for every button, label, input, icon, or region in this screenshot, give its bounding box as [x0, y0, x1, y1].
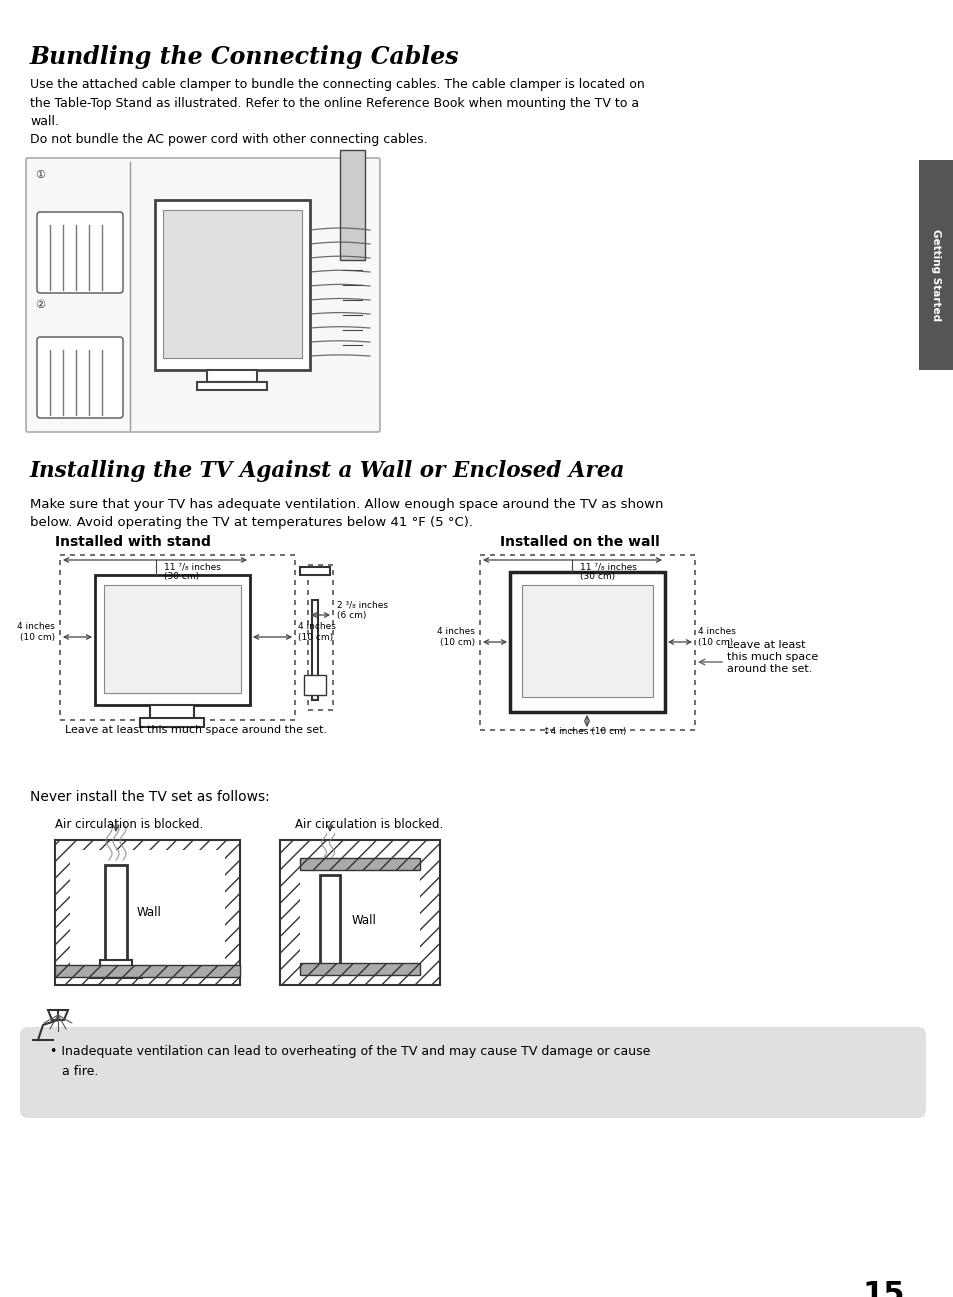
- Text: 4 inches
(10 cm): 4 inches (10 cm): [17, 623, 55, 642]
- Bar: [55, 965, 240, 977]
- Bar: [299, 962, 419, 975]
- Text: Installing the TV Against a Wall or Enclosed Area: Installing the TV Against a Wall or Encl…: [30, 460, 625, 482]
- Bar: [918, 160, 953, 370]
- Bar: [299, 860, 419, 975]
- Bar: [308, 565, 333, 709]
- Bar: [312, 601, 317, 700]
- Text: Leave at least this much space around the set.: Leave at least this much space around th…: [65, 725, 327, 735]
- Bar: [163, 210, 302, 358]
- Text: ↕4 inches (10 cm): ↕4 inches (10 cm): [543, 728, 626, 735]
- Text: 2 ³/₈ inches
(6 cm): 2 ³/₈ inches (6 cm): [336, 601, 388, 620]
- Bar: [304, 674, 326, 695]
- Bar: [105, 865, 127, 960]
- Text: Air circulation is blocked.: Air circulation is blocked.: [294, 818, 443, 831]
- Bar: [510, 572, 664, 712]
- Bar: [70, 850, 225, 977]
- Bar: [95, 575, 250, 706]
- Text: Wall: Wall: [137, 907, 162, 920]
- Bar: [339, 150, 365, 259]
- FancyBboxPatch shape: [20, 1027, 925, 1118]
- Text: ②: ②: [35, 300, 45, 310]
- Bar: [55, 840, 240, 984]
- FancyBboxPatch shape: [37, 337, 123, 418]
- Text: 4 inches
(10 cm): 4 inches (10 cm): [698, 628, 735, 647]
- Bar: [60, 555, 294, 720]
- Text: Bundling the Connecting Cables: Bundling the Connecting Cables: [30, 45, 459, 69]
- Bar: [299, 859, 419, 870]
- Text: 11 ⁷/₈ inches
(30 cm): 11 ⁷/₈ inches (30 cm): [579, 562, 637, 581]
- Bar: [104, 585, 241, 693]
- Text: 4 inches
(10 cm): 4 inches (10 cm): [297, 623, 335, 642]
- Bar: [479, 555, 695, 730]
- Text: 11 ⁷/₈ inches
(30 cm): 11 ⁷/₈ inches (30 cm): [164, 562, 221, 581]
- Bar: [299, 567, 330, 575]
- FancyBboxPatch shape: [37, 211, 123, 293]
- Text: Getting Started: Getting Started: [930, 230, 940, 322]
- Bar: [319, 875, 339, 965]
- Text: • Inadequate ventilation can lead to overheating of the TV and may cause TV dama: • Inadequate ventilation can lead to ove…: [50, 1045, 650, 1078]
- Text: Air circulation is blocked.: Air circulation is blocked.: [55, 818, 203, 831]
- Text: Never install the TV set as follows:: Never install the TV set as follows:: [30, 790, 270, 804]
- Bar: [196, 383, 267, 390]
- Text: 15: 15: [862, 1280, 904, 1297]
- Bar: [154, 200, 310, 370]
- Bar: [90, 970, 142, 978]
- Text: Installed on the wall: Installed on the wall: [499, 534, 659, 549]
- Bar: [150, 706, 193, 719]
- Bar: [207, 370, 256, 383]
- FancyBboxPatch shape: [26, 158, 379, 432]
- Text: Wall: Wall: [352, 913, 376, 926]
- Text: Make sure that your TV has adequate ventilation. Allow enough space around the T: Make sure that your TV has adequate vent…: [30, 498, 662, 529]
- Bar: [280, 840, 439, 984]
- Text: Leave at least
this much space
around the set.: Leave at least this much space around th…: [726, 641, 818, 673]
- Text: ①: ①: [35, 170, 45, 180]
- Bar: [521, 585, 652, 696]
- Text: Installed with stand: Installed with stand: [55, 534, 211, 549]
- Text: 4 inches
(10 cm): 4 inches (10 cm): [436, 628, 475, 647]
- Bar: [100, 960, 132, 970]
- Text: Use the attached cable clamper to bundle the connecting cables. The cable clampe: Use the attached cable clamper to bundle…: [30, 78, 644, 147]
- Polygon shape: [48, 1010, 68, 1019]
- Bar: [140, 719, 204, 728]
